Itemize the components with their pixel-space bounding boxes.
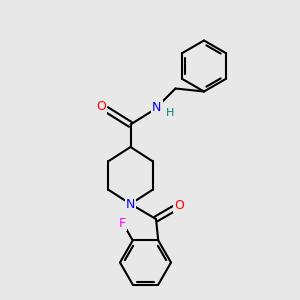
Text: N: N <box>152 100 162 114</box>
Text: F: F <box>119 217 126 230</box>
Text: O: O <box>175 199 184 212</box>
Text: O: O <box>96 100 106 113</box>
Text: H: H <box>166 108 174 118</box>
Text: N: N <box>126 197 135 211</box>
